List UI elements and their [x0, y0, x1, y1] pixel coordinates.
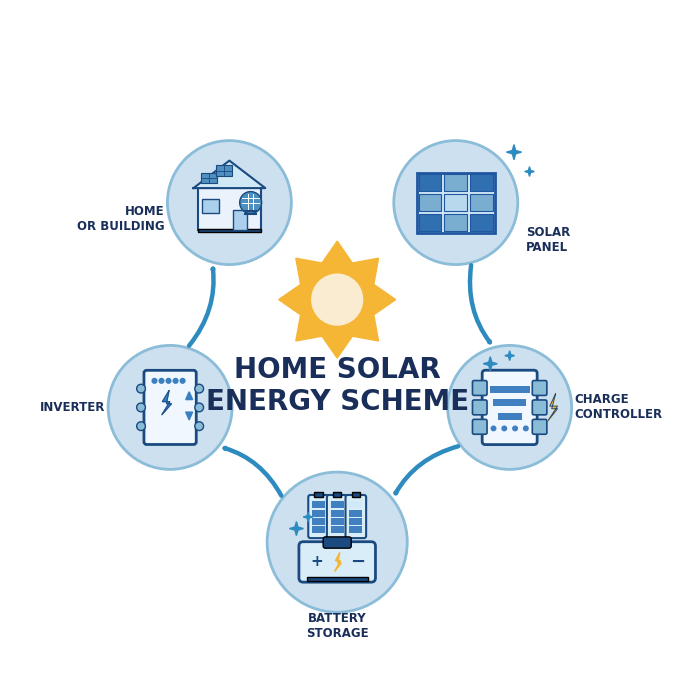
Text: HOME
OR BUILDING: HOME OR BUILDING [77, 204, 164, 232]
Circle shape [195, 384, 204, 393]
FancyBboxPatch shape [330, 510, 344, 517]
FancyBboxPatch shape [473, 419, 487, 434]
FancyBboxPatch shape [349, 526, 363, 533]
Polygon shape [279, 241, 396, 358]
Polygon shape [505, 351, 514, 360]
Text: HOME SOLAR
ENERGY SCHEME: HOME SOLAR ENERGY SCHEME [206, 356, 469, 416]
Circle shape [195, 403, 204, 412]
Polygon shape [289, 522, 303, 536]
FancyBboxPatch shape [312, 510, 325, 517]
FancyBboxPatch shape [198, 229, 261, 232]
Polygon shape [162, 391, 172, 415]
FancyBboxPatch shape [444, 194, 467, 211]
FancyBboxPatch shape [312, 501, 325, 508]
Text: BATTERY
STORAGE: BATTERY STORAGE [306, 612, 368, 640]
Circle shape [152, 379, 157, 383]
Polygon shape [483, 357, 497, 371]
FancyBboxPatch shape [330, 518, 344, 525]
FancyBboxPatch shape [349, 501, 363, 508]
Circle shape [394, 141, 518, 265]
Circle shape [239, 192, 262, 214]
Circle shape [310, 272, 365, 327]
FancyArrowPatch shape [189, 269, 213, 346]
FancyBboxPatch shape [330, 501, 344, 508]
FancyBboxPatch shape [473, 381, 487, 395]
FancyBboxPatch shape [349, 518, 363, 525]
FancyBboxPatch shape [216, 165, 232, 176]
Circle shape [167, 141, 291, 265]
Circle shape [448, 345, 572, 470]
Circle shape [181, 379, 185, 383]
FancyBboxPatch shape [490, 386, 530, 393]
Circle shape [513, 426, 517, 430]
Text: INVERTER: INVERTER [40, 401, 106, 414]
FancyBboxPatch shape [444, 214, 467, 231]
FancyBboxPatch shape [323, 537, 351, 548]
FancyBboxPatch shape [494, 399, 526, 406]
Circle shape [159, 379, 164, 383]
FancyBboxPatch shape [198, 188, 261, 230]
FancyBboxPatch shape [144, 370, 196, 444]
FancyBboxPatch shape [312, 526, 325, 533]
Polygon shape [506, 145, 522, 160]
Text: +: + [310, 554, 323, 569]
Circle shape [136, 384, 146, 393]
FancyBboxPatch shape [346, 495, 366, 538]
Polygon shape [186, 412, 192, 420]
FancyBboxPatch shape [314, 493, 323, 497]
FancyBboxPatch shape [532, 419, 547, 434]
FancyBboxPatch shape [202, 199, 219, 213]
Circle shape [491, 426, 496, 430]
Circle shape [267, 472, 407, 612]
Text: CHARGE
CONTROLLER: CHARGE CONTROLLER [574, 393, 662, 421]
Circle shape [136, 422, 146, 430]
Polygon shape [186, 392, 192, 400]
FancyBboxPatch shape [470, 194, 493, 211]
Text: SOLAR
PANEL: SOLAR PANEL [526, 226, 570, 254]
FancyBboxPatch shape [419, 194, 441, 211]
Circle shape [524, 426, 528, 430]
Circle shape [173, 379, 178, 383]
FancyBboxPatch shape [333, 493, 342, 497]
Text: −: − [350, 553, 365, 571]
FancyBboxPatch shape [419, 214, 441, 231]
FancyBboxPatch shape [498, 413, 522, 420]
FancyBboxPatch shape [482, 370, 537, 444]
FancyBboxPatch shape [299, 542, 375, 582]
FancyBboxPatch shape [327, 495, 347, 538]
Polygon shape [193, 160, 265, 188]
Polygon shape [548, 394, 557, 421]
FancyBboxPatch shape [330, 526, 344, 533]
Circle shape [108, 345, 232, 470]
FancyBboxPatch shape [307, 577, 368, 581]
FancyBboxPatch shape [470, 174, 493, 191]
Circle shape [502, 426, 507, 430]
FancyBboxPatch shape [473, 400, 487, 415]
FancyBboxPatch shape [201, 173, 218, 183]
FancyBboxPatch shape [349, 510, 363, 517]
FancyArrowPatch shape [395, 447, 458, 494]
Circle shape [195, 422, 204, 430]
FancyBboxPatch shape [444, 174, 467, 191]
Circle shape [166, 379, 171, 383]
FancyBboxPatch shape [308, 495, 329, 538]
Polygon shape [335, 552, 342, 571]
FancyArrowPatch shape [225, 448, 281, 496]
FancyBboxPatch shape [351, 493, 360, 497]
FancyBboxPatch shape [312, 518, 325, 525]
FancyBboxPatch shape [233, 210, 247, 230]
FancyBboxPatch shape [532, 381, 547, 395]
Polygon shape [525, 167, 534, 176]
Polygon shape [303, 512, 313, 522]
FancyArrowPatch shape [470, 265, 490, 342]
FancyBboxPatch shape [419, 174, 441, 191]
FancyBboxPatch shape [417, 172, 495, 232]
Circle shape [136, 403, 146, 412]
FancyBboxPatch shape [470, 214, 493, 231]
FancyBboxPatch shape [532, 400, 547, 415]
